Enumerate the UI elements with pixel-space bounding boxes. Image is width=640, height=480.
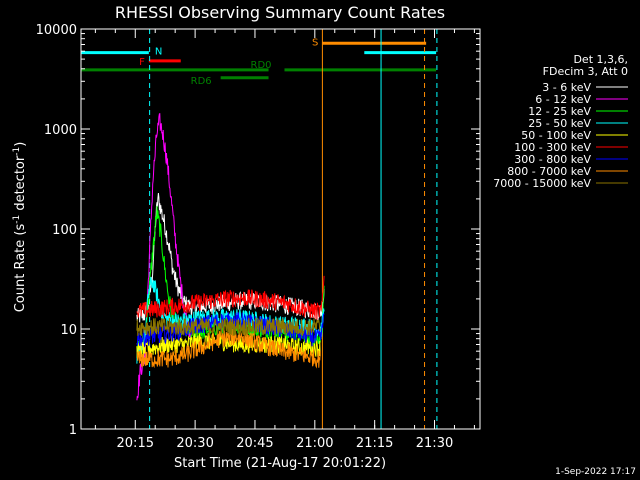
y-axis-label-sup2: -1: [12, 147, 22, 156]
series-line-7: [136, 328, 321, 369]
legend-label-6: 300 - 800 keV: [514, 153, 591, 166]
y-axis-label-mid: detector: [13, 155, 28, 215]
y-axis-label-sup1: -1: [12, 215, 22, 224]
x-axis-label: Start Time (21-Aug-17 20:01:22): [174, 456, 386, 471]
flag-bars: NF S RD0 RD6: [81, 37, 437, 87]
legend-label-2: 12 - 25 keV: [528, 105, 591, 118]
y-tick-label-4: 10000: [36, 23, 77, 38]
y-axis-label-main: Count Rate (s: [13, 224, 28, 313]
series-line-0: [136, 193, 325, 323]
legend-label-1: 6 - 12 keV: [535, 93, 591, 106]
flag-label-s: S: [312, 37, 318, 48]
legend-header-1: FDecim 3, Att 0: [543, 65, 628, 78]
legend-label-8: 7000 - 15000 keV: [493, 177, 591, 190]
legend-label-7: 800 - 7000 keV: [507, 165, 591, 178]
x-tick-label-1: 20:30: [176, 436, 213, 451]
x-tick-label-2: 20:45: [236, 436, 273, 451]
footer-date: 1-Sep-2022 17:17: [555, 467, 636, 477]
flag-label-f: F: [139, 57, 145, 68]
x-tick-label-5: 21:30: [416, 436, 453, 451]
x-tick-label-4: 21:15: [356, 436, 393, 451]
legend-label-3: 25 - 50 keV: [528, 117, 591, 130]
legend-label-0: 3 - 6 keV: [542, 81, 591, 94]
x-tick-label-0: 20:15: [117, 436, 154, 451]
y-axis-label-end: ): [13, 142, 28, 147]
legend-header-0: Det 1,3,6,: [573, 53, 628, 66]
y-tick-label-1: 10: [60, 323, 77, 338]
series-line-8: [136, 317, 321, 338]
series-lines: [136, 113, 325, 401]
series-line-4: [136, 332, 321, 360]
flag-label-rd6: RD6: [191, 76, 212, 87]
y-tick-label-2: 100: [52, 223, 77, 238]
y-tick-label-0: 1: [69, 423, 77, 438]
legend-label-5: 100 - 300 keV: [514, 141, 591, 154]
y-tick-label-3: 1000: [44, 123, 77, 138]
legend-label-4: 50 - 100 keV: [521, 129, 591, 142]
x-tick-label-3: 21:00: [296, 436, 333, 451]
flag-label-rd0: RD0: [251, 60, 272, 71]
flag-label-n: N: [155, 47, 162, 58]
axes: 1 10 100 1000 10000 20:15 20:30 20:45 21:00 21:15…: [36, 23, 481, 451]
series-line-5: [136, 275, 325, 320]
y-axis-label: Count Rate (s-1 detector-1): [12, 142, 28, 313]
chart-title: RHESSI Observing Summary Count Rates: [115, 3, 445, 22]
